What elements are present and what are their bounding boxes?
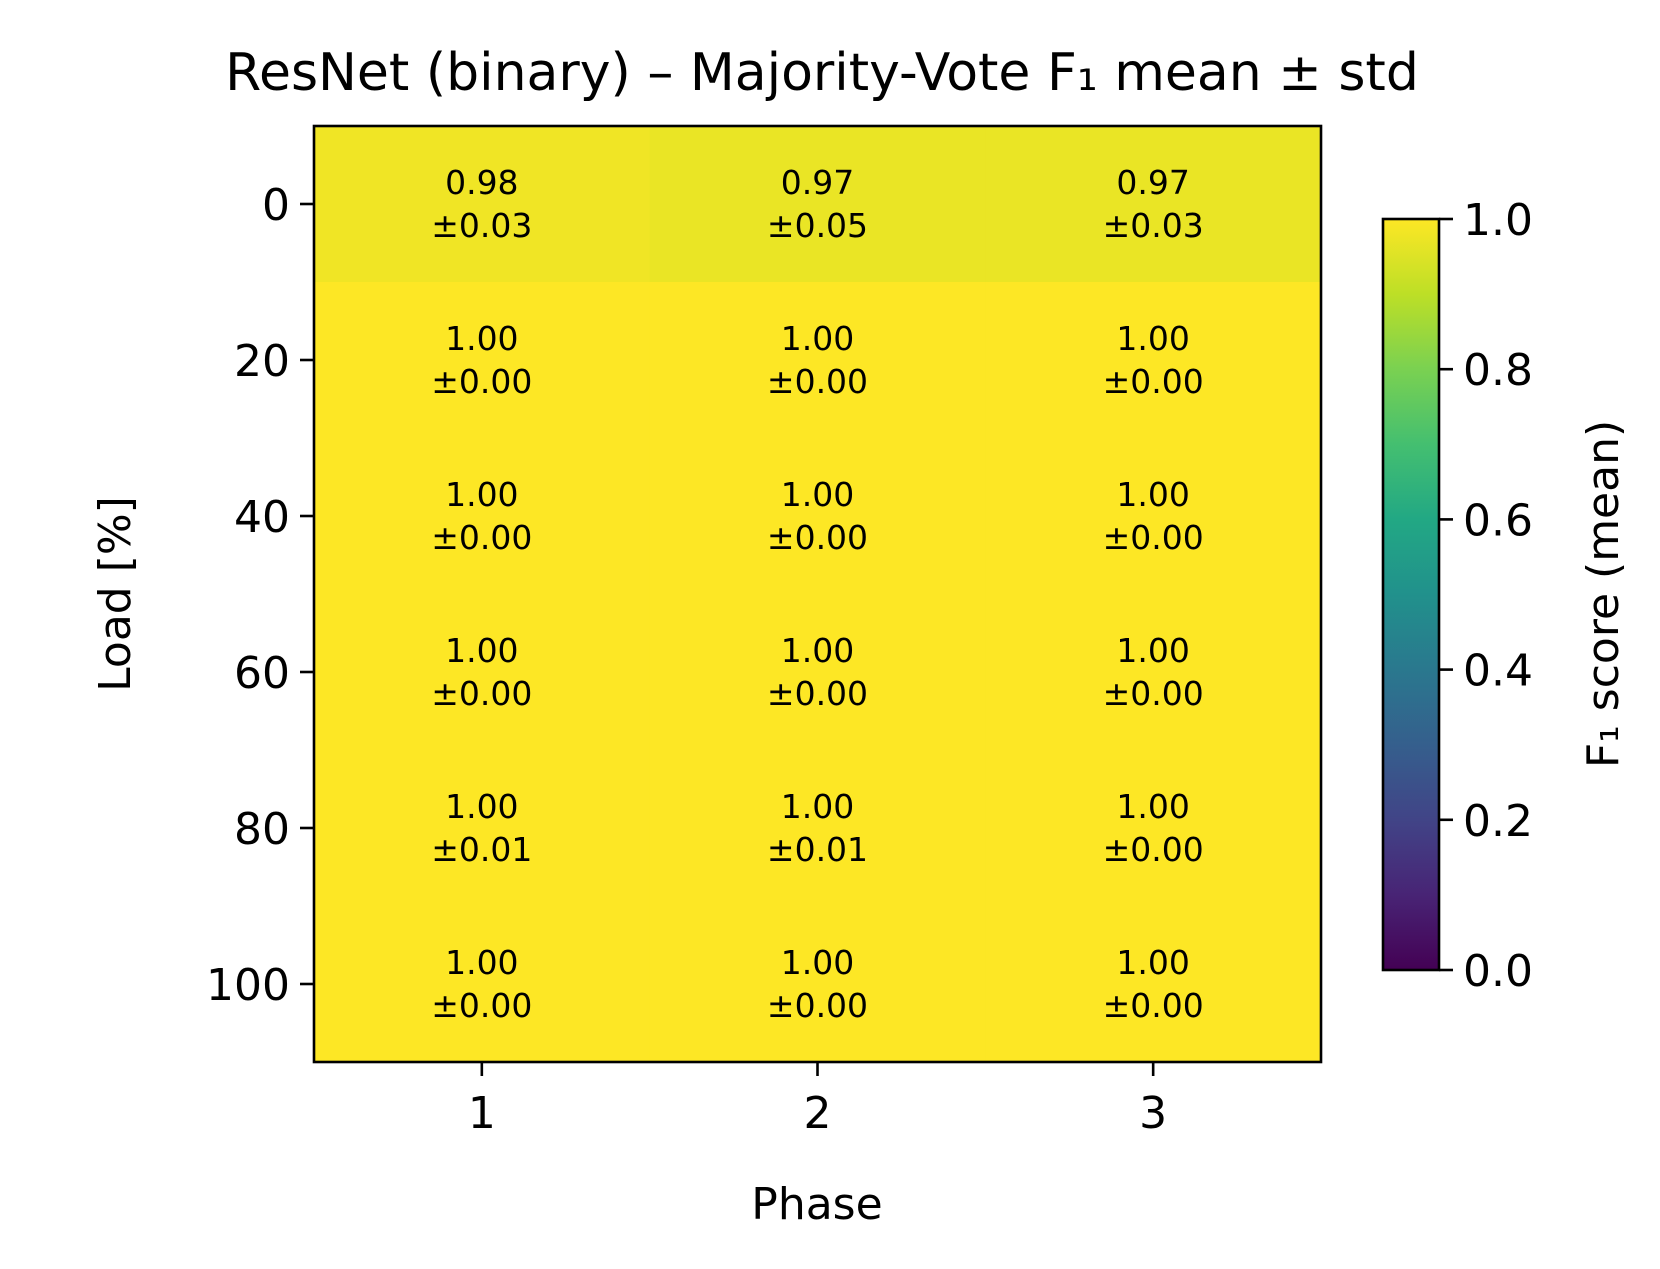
heatmap-cell — [649, 126, 986, 283]
cell-mean-label: 0.97 — [781, 163, 854, 202]
y-axis-ticks: 0 20 40 60 80 100 — [206, 180, 314, 1011]
cell-std-label: ±0.00 — [767, 986, 868, 1025]
x-tick-label: 2 — [804, 1088, 832, 1139]
cell-mean-label: 1.00 — [781, 631, 854, 670]
cell-std-label: ±0.00 — [1103, 986, 1204, 1025]
y-tick-label: 0 — [262, 180, 290, 231]
heatmap-cell — [985, 594, 1322, 751]
cell-mean-label: 1.00 — [1116, 475, 1189, 514]
heatmap-cell-labels: 0.98 ±0.03 0.97 ±0.05 0.97 ±0.03 1.00 ±0.00 1.00… — [431, 163, 1203, 1025]
heatmap-cell — [314, 126, 651, 283]
colorbar-ticks: 0.0 0.2 0.4 0.6 0.8 1.0 — [1439, 195, 1533, 997]
heatmap-cell — [649, 906, 986, 1063]
heatmap-cell — [649, 438, 986, 595]
cell-std-label: ±0.00 — [1103, 518, 1204, 557]
heatmap-cell — [985, 438, 1322, 595]
cell-std-label: ±0.00 — [431, 986, 532, 1025]
colorbar-tick-label: 0.2 — [1463, 796, 1533, 847]
y-tick-label: 40 — [234, 492, 290, 543]
colorbar-tick-label: 0.4 — [1463, 646, 1533, 697]
heatmap-cell — [649, 750, 986, 907]
y-tick-label: 100 — [206, 960, 290, 1011]
cell-std-label: ±0.01 — [431, 830, 532, 869]
heatmap-cell — [314, 282, 651, 439]
cell-mean-label: 1.00 — [445, 787, 518, 826]
heatmap-cell — [985, 282, 1322, 439]
cell-mean-label: 1.00 — [1116, 319, 1189, 358]
cell-mean-label: 1.00 — [445, 943, 518, 982]
cell-std-label: ±0.00 — [1103, 674, 1204, 713]
heatmap-cell — [314, 906, 651, 1063]
heatmap-cell — [985, 906, 1322, 1063]
cell-std-label: ±0.03 — [1103, 206, 1204, 245]
heatmap-cell — [314, 438, 651, 595]
cell-std-label: ±0.00 — [431, 518, 532, 557]
cell-mean-label: 1.00 — [1116, 631, 1189, 670]
cell-mean-label: 1.00 — [445, 319, 518, 358]
cell-mean-label: 1.00 — [781, 943, 854, 982]
cell-std-label: ±0.05 — [767, 206, 868, 245]
y-tick-label: 80 — [234, 804, 290, 855]
cell-std-label: ±0.00 — [431, 362, 532, 401]
heatmap-cell — [649, 594, 986, 751]
heatmap-cell — [314, 594, 651, 751]
heatmap-cell — [985, 750, 1322, 907]
cell-std-label: ±0.01 — [767, 830, 868, 869]
colorbar-tick-label: 1.0 — [1463, 195, 1533, 246]
y-tick-label: 60 — [234, 648, 290, 699]
cell-mean-label: 1.00 — [445, 475, 518, 514]
cell-mean-label: 1.00 — [1116, 787, 1189, 826]
cell-std-label: ±0.00 — [1103, 362, 1204, 401]
x-tick-label: 1 — [468, 1088, 496, 1139]
heatmap-cell — [314, 750, 651, 907]
cell-mean-label: 0.97 — [1116, 163, 1189, 202]
x-axis-ticks: 1 2 3 — [468, 1062, 1167, 1139]
cell-std-label: ±0.00 — [767, 518, 868, 557]
chart-title: ResNet (binary) – Majority-Vote F₁ mean … — [225, 43, 1419, 103]
y-axis-label: Load [%] — [90, 496, 141, 692]
cell-mean-label: 1.00 — [781, 475, 854, 514]
heatmap-cell — [649, 282, 986, 439]
heatmap-cell — [985, 126, 1322, 283]
cell-mean-label: 1.00 — [781, 319, 854, 358]
colorbar-label: F₁ score (mean) — [1578, 420, 1629, 768]
cell-std-label: ±0.00 — [767, 674, 868, 713]
y-tick-label: 20 — [234, 336, 290, 387]
x-axis-label: Phase — [751, 1179, 882, 1230]
colorbar — [1381, 217, 1441, 972]
cell-mean-label: 1.00 — [781, 787, 854, 826]
cell-mean-label: 0.98 — [445, 163, 518, 202]
colorbar-tick-label: 0.6 — [1463, 495, 1533, 546]
colorbar-tick-label: 0.0 — [1463, 946, 1533, 997]
cell-mean-label: 1.00 — [445, 631, 518, 670]
cell-std-label: ±0.00 — [1103, 830, 1204, 869]
cell-mean-label: 1.00 — [1116, 943, 1189, 982]
colorbar-tick-label: 0.8 — [1463, 345, 1533, 396]
x-tick-label: 3 — [1139, 1088, 1167, 1139]
cell-std-label: ±0.03 — [431, 206, 532, 245]
cell-std-label: ±0.00 — [431, 674, 532, 713]
cell-std-label: ±0.00 — [767, 362, 868, 401]
heatmap-cells — [314, 126, 1322, 1063]
